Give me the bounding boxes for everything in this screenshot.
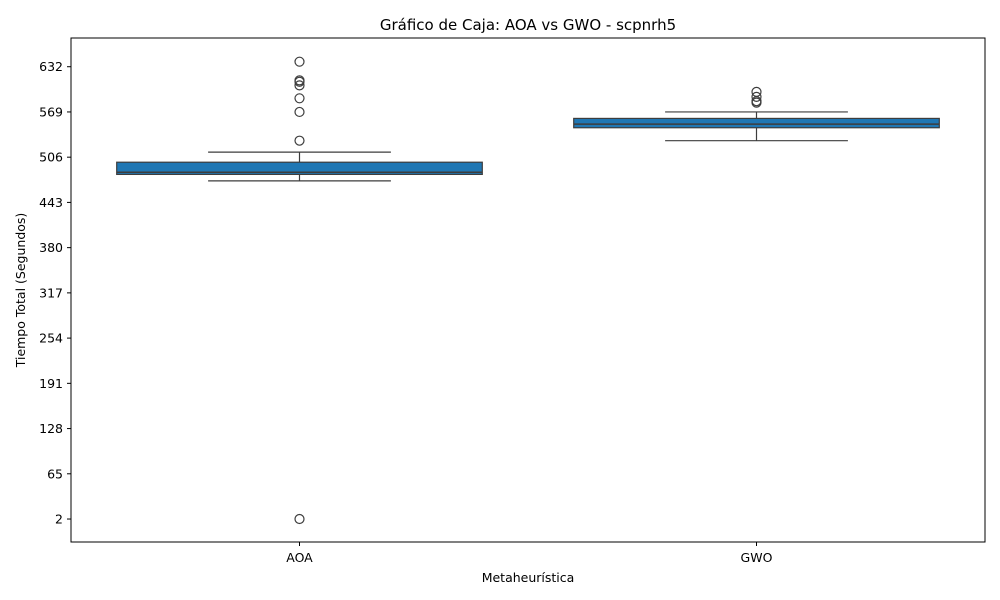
- x-tick-label: GWO: [741, 550, 773, 565]
- box-iqr: [116, 161, 483, 176]
- y-tick-label: 2: [55, 512, 63, 527]
- y-tick-label: 128: [39, 421, 63, 436]
- outlier-point: [751, 86, 762, 97]
- outlier-point: [294, 93, 305, 104]
- y-tick-label: 632: [39, 59, 63, 74]
- y-tick-label: 506: [39, 150, 63, 165]
- box-group-aoa: [116, 56, 483, 525]
- boxes-layer: [116, 56, 940, 525]
- x-tick-label: AOA: [286, 550, 313, 565]
- plot-area-frame: [70, 37, 986, 543]
- y-tick-label: 380: [39, 240, 63, 255]
- y-tick-label: 443: [39, 195, 63, 210]
- outlier-point: [294, 75, 305, 86]
- outlier-point: [294, 80, 305, 91]
- outlier-point: [294, 135, 305, 146]
- y-axis: 2 65 128 191 254 317 380 443 506 569 632: [39, 59, 71, 527]
- box-iqr: [573, 117, 940, 129]
- y-axis-label: Tiempo Total (Segundos): [13, 213, 28, 369]
- y-tick-label: 191: [39, 376, 63, 391]
- y-tick-label: 65: [47, 466, 63, 481]
- y-tick-label: 317: [39, 285, 63, 300]
- outlier-point: [294, 513, 305, 525]
- chart-title: Gráfico de Caja: AOA vs GWO - scpnrh5: [380, 16, 676, 34]
- outlier-point: [751, 91, 762, 102]
- x-axis-label: Metaheurística: [482, 570, 575, 585]
- box-group-gwo: [573, 86, 940, 142]
- y-tick-label: 569: [39, 104, 63, 119]
- outlier-point: [294, 106, 305, 118]
- x-axis: AOA GWO: [286, 542, 773, 565]
- y-tick-label: 254: [39, 331, 63, 346]
- outlier-point: [294, 56, 305, 67]
